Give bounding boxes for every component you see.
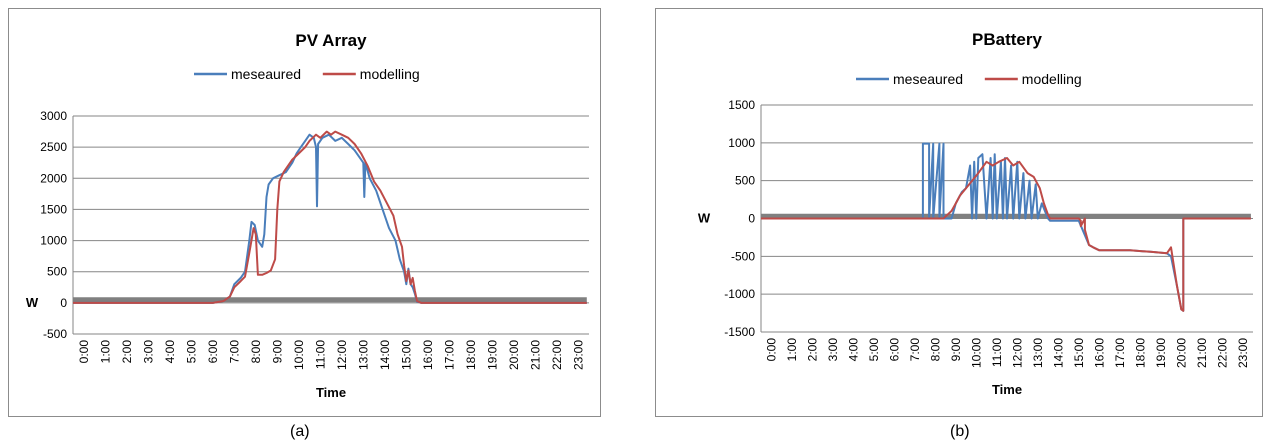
y-tick-label: 1500 bbox=[40, 202, 67, 216]
x-tick-label: 22:00 bbox=[1215, 338, 1229, 368]
chart-pv-array: PV Array meseaured modelling -500 0 500 1000 15… bbox=[26, 31, 589, 400]
y-tick-label: -1000 bbox=[724, 287, 755, 301]
x-tick-label: 0:00 bbox=[77, 340, 91, 364]
x-tick-label: 11:00 bbox=[990, 338, 1004, 367]
x-tick-label: 12:00 bbox=[335, 340, 349, 370]
y-tick-label: -500 bbox=[731, 249, 755, 263]
x-tick-label: 20:00 bbox=[1174, 338, 1188, 368]
x-tick-label: 7:00 bbox=[908, 338, 922, 362]
x-tick-label: 22:00 bbox=[550, 340, 564, 370]
figure-label-b: (b) bbox=[950, 423, 970, 440]
x-tick-label: 4:00 bbox=[163, 340, 177, 364]
x-tick-label: 10:00 bbox=[969, 338, 983, 368]
x-tick-label: 15:00 bbox=[1072, 338, 1086, 368]
y-tick-label: 2000 bbox=[40, 171, 67, 185]
series-line-modelling bbox=[73, 130, 587, 304]
y-tick-label: 3000 bbox=[40, 109, 67, 123]
y-tick-label: 1000 bbox=[40, 234, 67, 248]
y-tick-label: 0 bbox=[60, 296, 67, 310]
x-tick-label: 15:00 bbox=[399, 340, 413, 370]
x-tick-label: 3:00 bbox=[826, 338, 840, 362]
x-tick-label: 9:00 bbox=[270, 340, 284, 364]
x-tick-label: 10:00 bbox=[292, 340, 306, 370]
y-tick-label: 1000 bbox=[728, 136, 755, 150]
x-tick-label: 12:00 bbox=[1010, 338, 1024, 368]
x-tick-label: 7:00 bbox=[227, 340, 241, 364]
x-tick-label: 2:00 bbox=[120, 340, 134, 364]
x-tick-label: 4:00 bbox=[846, 338, 860, 362]
x-tick-label: 1:00 bbox=[785, 338, 799, 362]
x-tick-label: 5:00 bbox=[184, 340, 198, 364]
x-tick-label: 19:00 bbox=[485, 340, 499, 370]
x-tick-label: 17:00 bbox=[1113, 338, 1127, 368]
x-tick-label: 2:00 bbox=[805, 338, 819, 362]
x-tick-label: 9:00 bbox=[949, 338, 963, 362]
y-tick-label: 2500 bbox=[40, 140, 67, 154]
x-tick-label: 8:00 bbox=[249, 340, 263, 364]
x-tick-label: 20:00 bbox=[507, 340, 521, 370]
figure-label-a: (a) bbox=[290, 423, 310, 440]
y-axis-label: W bbox=[698, 211, 711, 226]
x-tick-label: 6:00 bbox=[887, 338, 901, 362]
series-line-measured bbox=[73, 133, 587, 304]
x-tick-label: 13:00 bbox=[1031, 338, 1045, 368]
y-tick-label: 0 bbox=[748, 212, 755, 226]
x-tick-label: 0:00 bbox=[764, 338, 778, 362]
x-tick-label: 5:00 bbox=[867, 338, 881, 362]
y-tick-label: 1500 bbox=[728, 98, 755, 112]
x-axis-label: Time bbox=[992, 382, 1022, 397]
chart-title: PV Array bbox=[295, 31, 367, 50]
x-tick-label: 16:00 bbox=[1092, 338, 1106, 368]
chart-panel-pv-array: PV Array meseaured modelling -500 0 500 1000 15… bbox=[8, 8, 601, 417]
y-tick-label: -500 bbox=[43, 327, 67, 341]
x-tick-label: 11:00 bbox=[313, 340, 327, 369]
x-tick-label: 21:00 bbox=[1195, 338, 1209, 368]
chart-panel-pbattery: PBattery meseaured modelling -1500 -1000 -500… bbox=[655, 8, 1263, 417]
x-tick-label: 16:00 bbox=[421, 340, 435, 370]
x-tick-label: 1:00 bbox=[98, 340, 112, 364]
x-tick-label: 23:00 bbox=[571, 340, 585, 370]
x-axis-label: Time bbox=[316, 385, 346, 400]
x-tick-label: 18:00 bbox=[1133, 338, 1147, 368]
x-tick-label: 21:00 bbox=[528, 340, 542, 370]
x-tick-label: 14:00 bbox=[378, 340, 392, 370]
legend-label: modelling bbox=[360, 66, 420, 82]
legend-label: modelling bbox=[1022, 71, 1082, 87]
legend-label: meseaured bbox=[231, 66, 301, 82]
x-tick-label: 3:00 bbox=[141, 340, 155, 364]
x-tick-label: 18:00 bbox=[464, 340, 478, 370]
y-tick-label: -1500 bbox=[724, 325, 755, 339]
y-tick-label: 500 bbox=[735, 174, 755, 188]
x-tick-label: 17:00 bbox=[442, 340, 456, 370]
chart-title: PBattery bbox=[972, 30, 1042, 49]
legend-label: meseaured bbox=[893, 71, 963, 87]
x-tick-label: 19:00 bbox=[1154, 338, 1168, 368]
x-tick-label: 6:00 bbox=[206, 340, 220, 364]
chart-pbattery: PBattery meseaured modelling -1500 -1000 -500… bbox=[698, 30, 1253, 397]
y-tick-label: 500 bbox=[47, 265, 67, 279]
x-tick-label: 14:00 bbox=[1051, 338, 1065, 368]
y-axis-label: W bbox=[26, 295, 39, 310]
x-tick-label: 23:00 bbox=[1236, 338, 1250, 368]
series-line-modelling bbox=[761, 157, 1251, 312]
x-tick-label: 8:00 bbox=[928, 338, 942, 362]
x-tick-label: 13:00 bbox=[356, 340, 370, 370]
